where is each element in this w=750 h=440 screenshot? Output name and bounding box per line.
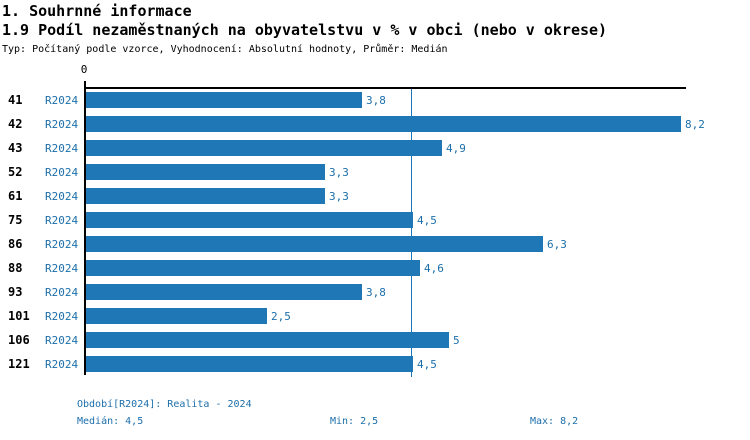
bar-value-label: 6,3 [547, 238, 567, 251]
category-label: 88 [8, 261, 23, 275]
series-label: R2024 [45, 286, 79, 299]
bar-value-label: 3,3 [329, 190, 349, 203]
series-label: R2024 [45, 238, 79, 251]
bar [86, 332, 449, 348]
bar [86, 140, 442, 156]
series-label: R2024 [45, 118, 79, 131]
bar [86, 116, 681, 132]
max-stat-label: Max: 8,2 [530, 416, 579, 427]
median-line [411, 89, 412, 377]
indicator-meta: Typ: Počítaný podle vzorce, Vyhodnocení:… [2, 44, 448, 55]
category-label: 101 [8, 309, 30, 323]
series-label: R2024 [45, 310, 79, 323]
bar [86, 164, 325, 180]
y-axis-line [84, 81, 86, 375]
series-label: R2024 [45, 334, 79, 347]
x-axis-zero-tick-label: 0 [80, 63, 88, 76]
series-label: R2024 [45, 166, 79, 179]
bar [86, 236, 543, 252]
indicator-title: 1.9 Podíl nezaměstnaných na obyvatelstvu… [2, 21, 608, 39]
bar [86, 92, 362, 108]
series-label: R2024 [45, 94, 79, 107]
bar-value-label: 4,6 [424, 262, 444, 275]
bar [86, 188, 325, 204]
period-label: Období[R2024]: Realita - 2024 [77, 399, 252, 410]
category-label: 61 [8, 189, 23, 203]
bar [86, 260, 420, 276]
bar-value-label: 4,5 [417, 214, 437, 227]
series-label: R2024 [45, 190, 79, 203]
category-label: 106 [8, 333, 30, 347]
series-label: R2024 [45, 214, 79, 227]
bar-value-label: 3,8 [366, 286, 386, 299]
category-label: 52 [8, 165, 23, 179]
bar-value-label: 4,5 [417, 358, 437, 371]
bar-value-label: 3,3 [329, 166, 349, 179]
series-label: R2024 [45, 358, 79, 371]
bar-value-label: 5 [453, 334, 460, 347]
category-label: 93 [8, 285, 23, 299]
category-label: 121 [8, 357, 30, 371]
category-label: 86 [8, 237, 23, 251]
bar-value-label: 8,2 [685, 118, 705, 131]
category-label: 75 [8, 213, 23, 227]
bar [86, 356, 413, 372]
category-label: 41 [8, 93, 23, 107]
min-stat-label: Min: 2,5 [330, 416, 379, 427]
category-label: 42 [8, 117, 23, 131]
bar-value-label: 2,5 [271, 310, 291, 323]
series-label: R2024 [45, 262, 79, 275]
bar [86, 212, 413, 228]
bar-value-label: 3,8 [366, 94, 386, 107]
x-axis-line [85, 87, 686, 89]
section-title: 1. Souhrnné informace [2, 2, 192, 20]
series-label: R2024 [45, 142, 79, 155]
category-label: 43 [8, 141, 23, 155]
median-stat-label: Medián: 4,5 [77, 416, 144, 427]
bar [86, 284, 362, 300]
bar-value-label: 4,9 [446, 142, 466, 155]
bar [86, 308, 267, 324]
